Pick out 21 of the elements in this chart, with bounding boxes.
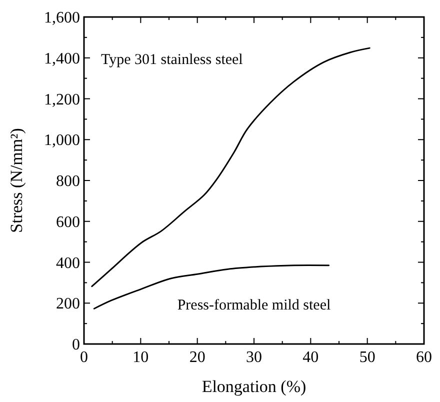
x-tick-label: 10 <box>132 349 149 366</box>
x-tick-label: 30 <box>246 349 262 366</box>
x-tick-label: 60 <box>416 349 432 366</box>
y-tick-label: 0 <box>72 336 80 354</box>
y-tick-label: 1,000 <box>44 132 80 150</box>
line-series <box>93 264 330 310</box>
y-tick-label: 600 <box>56 214 80 231</box>
y-tick-label: 1,200 <box>44 91 80 108</box>
y-axis-title: Stress (N/mm²) <box>7 128 26 233</box>
line-series <box>91 47 370 288</box>
x-tick-label: 20 <box>189 349 206 366</box>
y-tick-label: 400 <box>56 254 80 272</box>
y-tick-label: 200 <box>56 296 80 313</box>
text: Type 301 stainless steel <box>101 52 243 68</box>
x-tick-label: 40 <box>302 349 319 366</box>
y-tick-label: 1,600 <box>44 10 80 27</box>
y-tick-label: 1,400 <box>44 50 80 68</box>
x-axis-title: Elongation (%) <box>202 377 306 396</box>
x-tick-label: 50 <box>359 349 376 366</box>
y-tick-label: 800 <box>56 173 80 190</box>
series-label: Press-formable mild steel <box>177 297 331 314</box>
